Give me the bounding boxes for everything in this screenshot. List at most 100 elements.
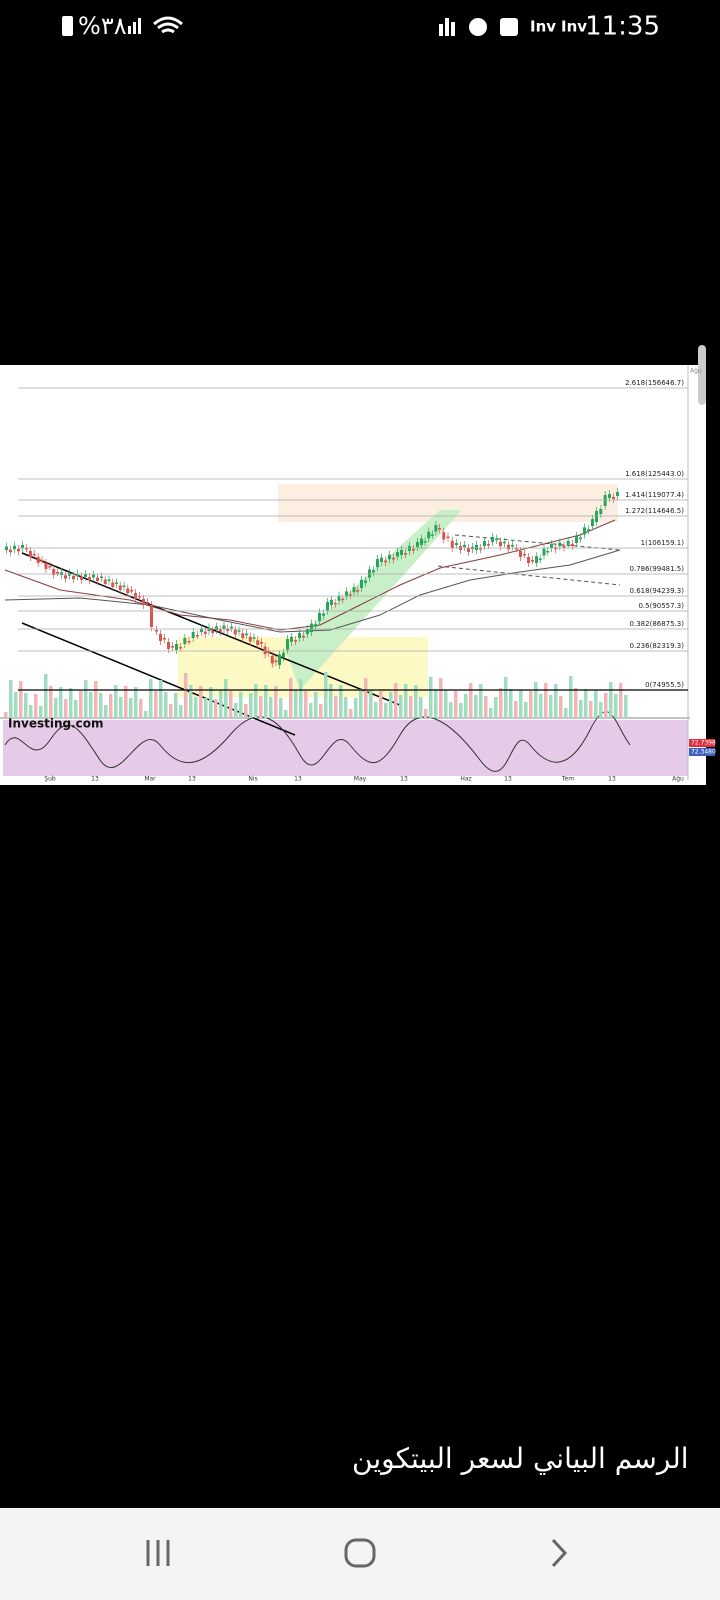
volume-bar <box>114 685 118 718</box>
volume-bar <box>569 676 573 718</box>
volume-bar <box>219 690 223 718</box>
x-tick-label: 13 <box>91 776 99 783</box>
candle <box>195 635 199 637</box>
candle <box>616 492 619 496</box>
volume-bar <box>254 684 258 718</box>
volume-bar <box>99 693 103 718</box>
candle <box>503 541 506 544</box>
volume-bar <box>89 692 93 718</box>
candle <box>278 654 281 665</box>
volume-bar <box>389 692 393 718</box>
candle <box>434 525 438 532</box>
volume-bar <box>204 698 208 718</box>
volume-bar <box>319 704 323 718</box>
volume-bar <box>489 708 493 718</box>
osc-tag <box>689 739 715 747</box>
volume-bar <box>404 684 408 718</box>
home-button[interactable] <box>344 1538 376 1568</box>
candle <box>13 545 16 550</box>
candle <box>200 628 203 632</box>
volume-bar <box>534 682 538 718</box>
volume-bar <box>19 681 23 718</box>
caption: الرسم البياني لسعر البيتكوين <box>352 1442 689 1475</box>
candle <box>423 541 427 543</box>
volume-bar <box>39 706 43 718</box>
candle <box>48 566 52 568</box>
candle <box>558 542 562 547</box>
candle <box>427 531 431 539</box>
back-button[interactable] <box>551 1538 568 1568</box>
candle <box>420 538 423 545</box>
candle <box>298 633 301 638</box>
candle <box>226 628 230 631</box>
candle <box>575 535 578 543</box>
candle <box>587 529 590 531</box>
candle <box>364 580 367 583</box>
candle <box>491 537 494 542</box>
candle <box>475 545 478 550</box>
candle <box>542 548 546 556</box>
candle <box>515 548 518 550</box>
volume-bar <box>49 686 53 718</box>
candle <box>376 559 379 568</box>
volume-bar <box>519 690 523 718</box>
candle <box>523 554 526 556</box>
candle <box>345 591 348 597</box>
candle <box>9 549 12 553</box>
volume-bar <box>354 698 358 718</box>
fib-label: 0.382(86875.3) <box>630 620 685 628</box>
volume-bar <box>329 684 333 718</box>
volume-bar <box>284 710 288 718</box>
volume-bar <box>449 702 453 718</box>
candle <box>100 576 103 578</box>
volume-bar <box>109 694 113 718</box>
volume-bar <box>604 693 608 718</box>
volume-bar <box>619 683 623 718</box>
volume-bar <box>24 693 28 718</box>
volume-bar <box>299 679 303 718</box>
volume-bar <box>259 696 263 718</box>
candle <box>237 630 241 632</box>
volume-bar <box>59 687 63 718</box>
volume-bar <box>544 683 548 718</box>
candle <box>267 651 271 653</box>
candle <box>608 494 611 498</box>
candle <box>535 556 538 563</box>
candle <box>352 587 356 593</box>
volume-bar <box>579 700 583 718</box>
volume-bar <box>439 678 443 718</box>
candle <box>483 541 486 546</box>
candle <box>163 638 166 640</box>
candle <box>32 554 36 556</box>
candle <box>25 548 28 550</box>
candle <box>450 540 454 548</box>
candle <box>384 560 387 563</box>
volume-bar <box>304 691 308 718</box>
recents-button[interactable] <box>146 1540 170 1566</box>
candle <box>17 548 20 552</box>
osc-band <box>3 720 688 776</box>
volume-bar <box>64 699 68 718</box>
candle <box>256 640 260 645</box>
candle <box>183 638 187 644</box>
x-tick-label: Ağu <box>672 776 684 783</box>
scrollbar <box>698 345 706 405</box>
candle <box>591 519 594 527</box>
volume-bar <box>269 697 273 718</box>
volume-bar <box>384 703 388 718</box>
volume-bar <box>554 684 558 718</box>
candle <box>479 548 482 550</box>
candle <box>463 545 466 547</box>
volume-bar <box>499 688 503 718</box>
x-tick-label: Nis <box>248 776 257 783</box>
x-tick-label: May <box>354 776 367 783</box>
x-tick-label: Şub <box>44 776 56 783</box>
candle <box>455 543 458 545</box>
candle <box>442 532 446 540</box>
candle <box>84 574 87 577</box>
volume-bar <box>239 692 243 718</box>
candle <box>21 545 24 549</box>
volume-bar <box>474 695 478 718</box>
volume-bar <box>314 692 318 718</box>
candle <box>274 660 278 662</box>
